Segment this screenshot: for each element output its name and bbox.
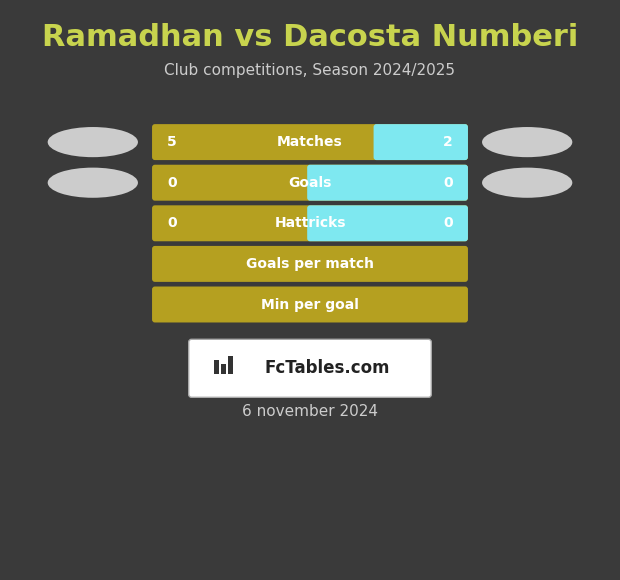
Text: Ramadhan vs Dacosta Numberi: Ramadhan vs Dacosta Numberi xyxy=(42,23,578,52)
FancyBboxPatch shape xyxy=(188,339,432,397)
FancyBboxPatch shape xyxy=(152,124,468,160)
Text: Min per goal: Min per goal xyxy=(261,298,359,311)
Text: Hattricks: Hattricks xyxy=(274,216,346,230)
Bar xyxy=(214,360,219,374)
Text: Goals: Goals xyxy=(288,176,332,190)
Bar xyxy=(221,364,226,374)
Ellipse shape xyxy=(48,127,138,157)
Ellipse shape xyxy=(482,168,572,198)
Text: 2: 2 xyxy=(443,135,453,149)
Text: 0: 0 xyxy=(443,216,453,230)
Text: 0: 0 xyxy=(167,176,177,190)
Ellipse shape xyxy=(48,168,138,198)
Text: FcTables.com: FcTables.com xyxy=(264,359,390,378)
FancyBboxPatch shape xyxy=(307,165,468,201)
FancyBboxPatch shape xyxy=(152,205,468,241)
Text: Goals per match: Goals per match xyxy=(246,257,374,271)
Bar xyxy=(228,356,232,374)
FancyBboxPatch shape xyxy=(307,205,468,241)
Text: 5: 5 xyxy=(167,135,177,149)
FancyBboxPatch shape xyxy=(152,287,468,322)
FancyBboxPatch shape xyxy=(152,165,468,201)
Text: Club competitions, Season 2024/2025: Club competitions, Season 2024/2025 xyxy=(164,63,456,78)
FancyBboxPatch shape xyxy=(152,246,468,282)
Text: Matches: Matches xyxy=(277,135,343,149)
Text: 6 november 2024: 6 november 2024 xyxy=(242,404,378,419)
Text: 0: 0 xyxy=(443,176,453,190)
Ellipse shape xyxy=(482,127,572,157)
Text: 0: 0 xyxy=(167,216,177,230)
FancyBboxPatch shape xyxy=(374,124,468,160)
